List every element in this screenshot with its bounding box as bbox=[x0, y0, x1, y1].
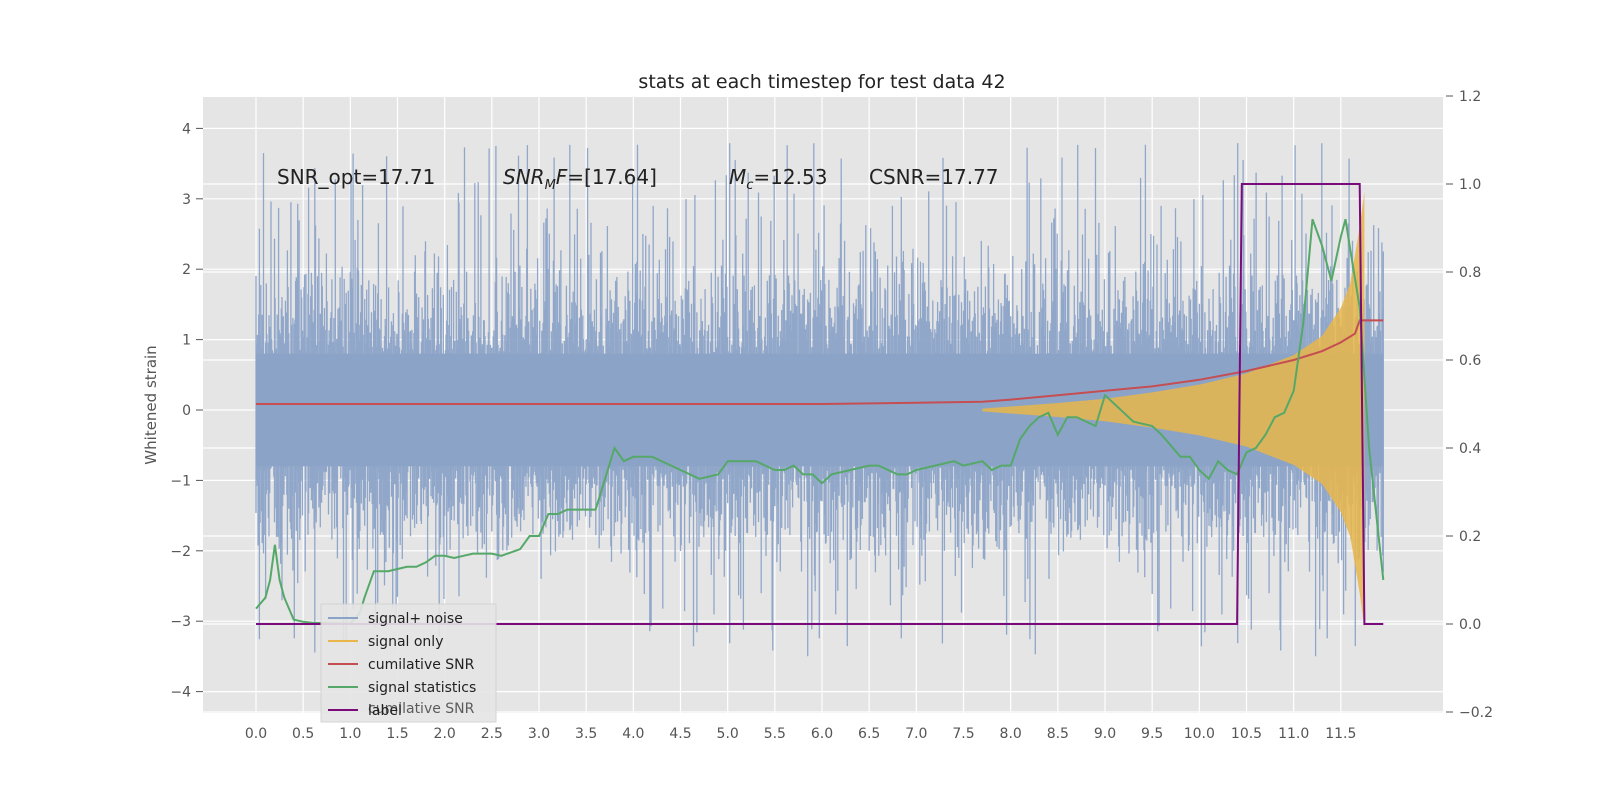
annotation-text: Mc=12.53 bbox=[729, 165, 827, 193]
legend: cumilative SNR signal+ noise signal only cu… bbox=[320, 603, 497, 723]
x-tick-label: 10.0 bbox=[1184, 726, 1215, 742]
y-right-tick-label: 0.8 bbox=[1459, 265, 1481, 281]
annotation-text: SNR_opt=17.71 bbox=[277, 165, 435, 189]
x-tick-label: 7.0 bbox=[905, 726, 927, 742]
y-right-tick-label: 1.0 bbox=[1459, 177, 1481, 193]
x-tick-label: 5.0 bbox=[717, 726, 739, 742]
x-tick-label: 6.0 bbox=[811, 726, 833, 742]
signal-only-envelope bbox=[982, 191, 1365, 629]
x-tick-label: 1.5 bbox=[386, 726, 408, 742]
y-tick-label: 2 bbox=[182, 262, 191, 278]
y-right-tick-label: 0.6 bbox=[1459, 353, 1481, 369]
legend-overlap-text: cumilative SNR bbox=[368, 701, 475, 717]
x-axis-ticks: 0.0 0.5 1.0 1.5 2.0 2.5 3.0 3.5 4.0 4.5 5.0 5.5 6.0 6… bbox=[245, 726, 1357, 742]
y-right-tick-label: 1.2 bbox=[1459, 89, 1481, 105]
annotation-text: SNRMF=[17.64] bbox=[503, 165, 657, 193]
signal-statistics-line bbox=[255, 218, 1385, 625]
legend-entry: label bbox=[368, 703, 402, 719]
x-tick-label: 8.5 bbox=[1047, 726, 1069, 742]
y-tick-label: 1 bbox=[182, 333, 191, 349]
x-tick-label: 7.5 bbox=[952, 726, 974, 742]
cumilative-snr-line bbox=[256, 319, 1384, 405]
y-right-tick-label: 0.4 bbox=[1459, 441, 1481, 457]
legend-entry: signal only bbox=[368, 634, 443, 650]
x-tick-label: 9.0 bbox=[1094, 726, 1116, 742]
series-layer bbox=[255, 183, 1385, 629]
x-tick-label: 8.0 bbox=[1000, 726, 1022, 742]
y-right-tick-label: −0.2 bbox=[1459, 705, 1493, 721]
x-tick-label: 3.0 bbox=[528, 726, 550, 742]
y-right-tick-label: 0.0 bbox=[1459, 617, 1481, 633]
annotation-text: CSNR=17.77 bbox=[869, 165, 999, 189]
y-axis-label: Whitened strain bbox=[142, 345, 160, 464]
x-tick-label: 6.5 bbox=[858, 726, 880, 742]
x-tick-label: 2.0 bbox=[434, 726, 456, 742]
x-tick-label: 0.0 bbox=[245, 726, 267, 742]
label-line bbox=[256, 183, 1384, 625]
y-tick-label: −2 bbox=[170, 544, 191, 560]
y-tick-label: −1 bbox=[170, 473, 191, 489]
annotations: SNR_opt=17.71 SNRMF=[17.64] Mc=12.53 CSNR=1… bbox=[277, 165, 999, 193]
y-tick-label: 3 bbox=[182, 192, 191, 208]
y-tick-label: −3 bbox=[170, 614, 191, 630]
x-tick-label: 5.5 bbox=[764, 726, 786, 742]
x-tick-label: 2.5 bbox=[481, 726, 503, 742]
y-right-tick-label: 0.2 bbox=[1459, 529, 1481, 545]
x-tick-label: 4.5 bbox=[669, 726, 691, 742]
x-tick-label: 4.0 bbox=[622, 726, 644, 742]
y-tick-label: 4 bbox=[182, 121, 191, 137]
x-tick-label: 11.0 bbox=[1278, 726, 1309, 742]
x-tick-label: 9.5 bbox=[1141, 726, 1163, 742]
x-tick-label: 10.5 bbox=[1231, 726, 1262, 742]
y-tick-label: −4 bbox=[170, 685, 191, 701]
x-tick-label: 0.5 bbox=[292, 726, 314, 742]
y-axis-right-ticks: 1.2 1.0 0.8 0.6 0.4 0.2 0.0 −0.2 bbox=[1446, 89, 1493, 721]
x-tick-label: 3.5 bbox=[575, 726, 597, 742]
legend-entry: signal+ noise bbox=[368, 611, 463, 627]
y-axis-left-ticks: 4 3 2 1 0 −1 −2 −3 −4 bbox=[170, 121, 203, 701]
legend-entry: signal statistics bbox=[368, 680, 476, 696]
chart-title: stats at each timestep for test data 42 bbox=[638, 71, 1005, 93]
y-tick-label: 0 bbox=[182, 403, 191, 419]
x-tick-label: 11.5 bbox=[1325, 726, 1356, 742]
legend-entry: cumilative SNR bbox=[368, 657, 475, 673]
x-tick-label: 1.0 bbox=[339, 726, 361, 742]
